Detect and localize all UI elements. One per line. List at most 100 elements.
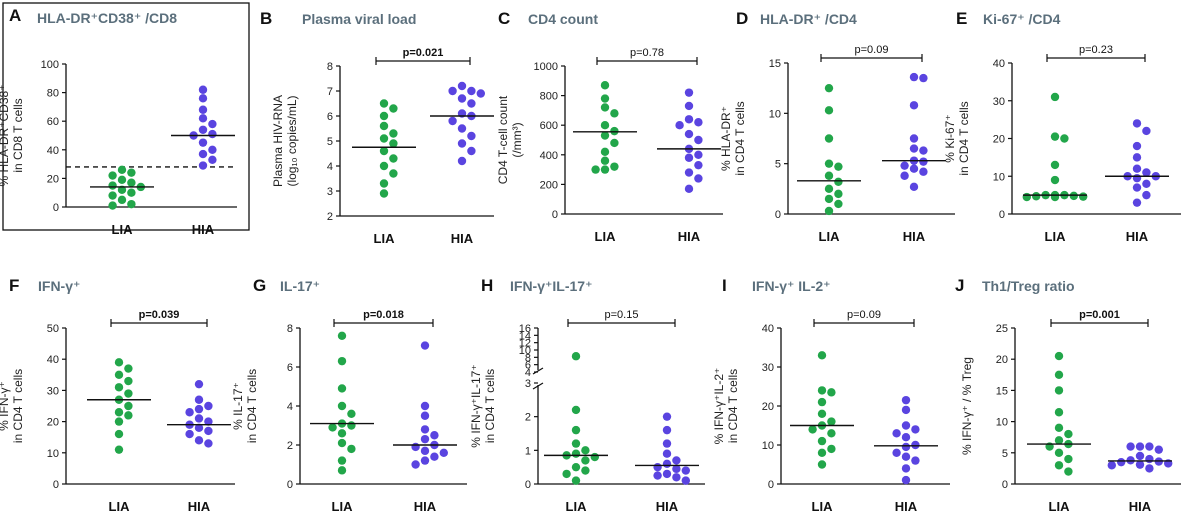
y-tick-label: 8 bbox=[287, 323, 293, 335]
data-point-lia bbox=[824, 106, 834, 115]
data-point-lia bbox=[379, 99, 389, 108]
data-point-hia bbox=[420, 456, 430, 465]
data-point-hia bbox=[911, 425, 920, 434]
y-tick-label: 4 bbox=[525, 367, 531, 379]
data-point-hia bbox=[1142, 190, 1151, 200]
data-point-hia bbox=[909, 134, 919, 143]
category-label-lia: LIA bbox=[1045, 229, 1067, 244]
data-point-hia bbox=[892, 429, 901, 438]
data-point-lia bbox=[1050, 192, 1060, 202]
data-point-hia bbox=[694, 160, 703, 170]
data-point-lia bbox=[600, 165, 610, 174]
data-point-lia bbox=[114, 370, 124, 379]
data-point-lia bbox=[108, 191, 117, 200]
pvalue-label: p=0.039 bbox=[139, 309, 180, 321]
data-point-hia bbox=[1145, 464, 1154, 473]
data-point-hia bbox=[420, 434, 430, 444]
data-point-hia bbox=[208, 129, 217, 139]
data-point-lia bbox=[347, 444, 356, 454]
data-point-lia bbox=[114, 408, 124, 417]
data-point-lia bbox=[571, 476, 581, 485]
data-point-hia bbox=[204, 401, 213, 411]
data-point-lia bbox=[827, 417, 836, 426]
data-point-lia bbox=[379, 146, 389, 156]
data-point-lia bbox=[114, 429, 124, 439]
data-point-hia bbox=[411, 460, 420, 469]
panel-title: IFN-γ⁺ IL-2⁺ bbox=[752, 278, 831, 294]
panel-d: D HLA-DR⁺ /CD4 0 5 10 15 % HLA-DR⁺ in CD4 T cel… bbox=[719, 9, 955, 244]
data-point-lia bbox=[824, 171, 834, 180]
data-point-lia bbox=[571, 439, 581, 448]
data-point-lia bbox=[1054, 408, 1064, 417]
data-point-lia bbox=[1060, 134, 1069, 143]
data-point-hia bbox=[694, 135, 703, 145]
data-point-hia bbox=[198, 149, 208, 159]
y-axis-label: % IFN-γ⁺IL-2⁺ bbox=[712, 368, 726, 445]
data-point-lia bbox=[127, 199, 136, 209]
category-label-hia: HIA bbox=[1129, 499, 1152, 512]
data-point-lia bbox=[817, 436, 827, 446]
data-point-hia bbox=[909, 144, 919, 153]
data-point-lia bbox=[817, 409, 827, 418]
category-label-hia: HIA bbox=[678, 229, 701, 244]
y-tick-label: 40 bbox=[47, 354, 59, 366]
panel-title: CD4 count bbox=[528, 11, 598, 27]
panel-a: A HLA-DR⁺CD38⁺ /CD8 0 20 40 60 80 100 % HLA-DR⁺C… bbox=[0, 2, 250, 237]
data-point-hia bbox=[653, 462, 662, 472]
data-point-hia bbox=[901, 464, 911, 473]
y-axis-label: in CD4 T cells bbox=[483, 369, 497, 443]
data-point-hia bbox=[1132, 164, 1142, 173]
y-tick-label: 20 bbox=[47, 173, 59, 185]
panel-title: Ki-67⁺ /CD4 bbox=[983, 11, 1061, 27]
data-point-lia bbox=[610, 109, 619, 118]
y-tick-label: 5 bbox=[327, 136, 333, 148]
category-label-hia: HIA bbox=[1126, 229, 1149, 244]
y-axis-label: in CD4 T cells bbox=[11, 369, 25, 443]
category-label-hia: HIA bbox=[188, 499, 211, 512]
data-point-hia bbox=[684, 153, 694, 162]
data-point-hia bbox=[901, 395, 911, 405]
data-point-hia bbox=[476, 89, 485, 98]
y-tick-label: 6 bbox=[327, 111, 333, 123]
y-tick-label: 10 bbox=[993, 171, 1005, 183]
data-point-hia bbox=[439, 448, 448, 457]
data-point-hia bbox=[198, 105, 208, 114]
data-point-lia bbox=[379, 134, 389, 143]
data-point-hia bbox=[684, 129, 694, 139]
data-point-lia bbox=[817, 351, 827, 360]
panel-letter: H bbox=[481, 276, 493, 295]
data-point-hia bbox=[901, 442, 911, 452]
y-tick-label: 40 bbox=[993, 58, 1005, 70]
category-label-lia: LIA bbox=[566, 499, 588, 512]
data-point-lia bbox=[108, 181, 117, 190]
data-point-lia bbox=[1050, 92, 1060, 102]
data-point-lia bbox=[571, 405, 581, 415]
data-point-lia bbox=[1064, 467, 1073, 476]
y-axis-label: Plasma HIV-RNA bbox=[271, 95, 285, 187]
panel-letter: D bbox=[736, 9, 748, 28]
y-tick-label: 7 bbox=[327, 86, 333, 98]
panel-c: C CD4 count 0 200 400 600 800 1000 CD4 T-cell co… bbox=[496, 9, 723, 244]
data-point-lia bbox=[1069, 191, 1079, 201]
y-tick-label: 0 bbox=[1002, 479, 1008, 491]
data-point-hia bbox=[909, 164, 919, 173]
data-point-hia bbox=[909, 72, 919, 82]
data-point-lia bbox=[600, 121, 610, 130]
data-point-lia bbox=[824, 184, 834, 194]
data-point-hia bbox=[420, 411, 430, 420]
data-point-lia bbox=[824, 159, 834, 168]
data-point-hia bbox=[681, 466, 690, 475]
y-tick-label: 12 bbox=[519, 338, 531, 350]
data-point-lia bbox=[824, 134, 834, 143]
y-axis-label: % IFN-γ⁺ / % Treg bbox=[960, 357, 974, 455]
panel-letter: J bbox=[955, 276, 964, 295]
y-tick-label: 16 bbox=[519, 323, 531, 335]
data-point-hia bbox=[1145, 454, 1154, 464]
data-point-lia bbox=[108, 171, 117, 180]
data-point-lia bbox=[389, 129, 398, 138]
data-point-hia bbox=[194, 414, 204, 423]
data-point-lia bbox=[610, 138, 619, 148]
data-point-hia bbox=[1135, 451, 1145, 461]
data-point-lia bbox=[600, 81, 610, 90]
data-point-hia bbox=[457, 94, 467, 103]
